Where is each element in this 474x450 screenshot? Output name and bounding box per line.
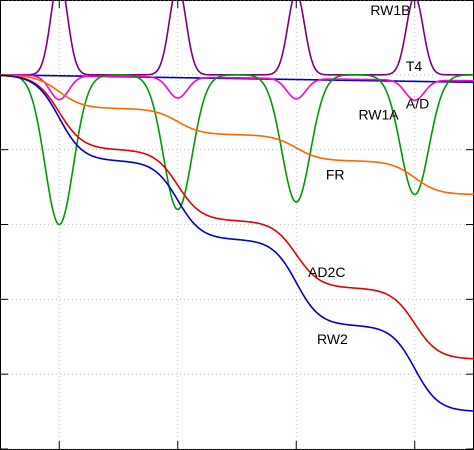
series-label-rw2: RW2 [317,331,348,347]
series-labels: RW1B T4 A/D RW1A FR AD2C RW2 [308,2,429,347]
series-label-a-d: A/D [406,96,429,112]
series-label-rw1a: RW1A [358,107,399,123]
series-lines [0,0,474,412]
series-line-rw2 [0,74,474,412]
series-label-t4: T4 [406,58,423,74]
series-line-ad2c [0,74,474,360]
series-line-a-d [0,74,474,102]
series-line-rw1a [0,74,474,226]
series-label-ad2c: AD2C [308,264,345,280]
series-line-fr [0,74,474,196]
series-label-fr: FR [326,167,345,183]
series-label-rw1b: RW1B [370,2,410,18]
